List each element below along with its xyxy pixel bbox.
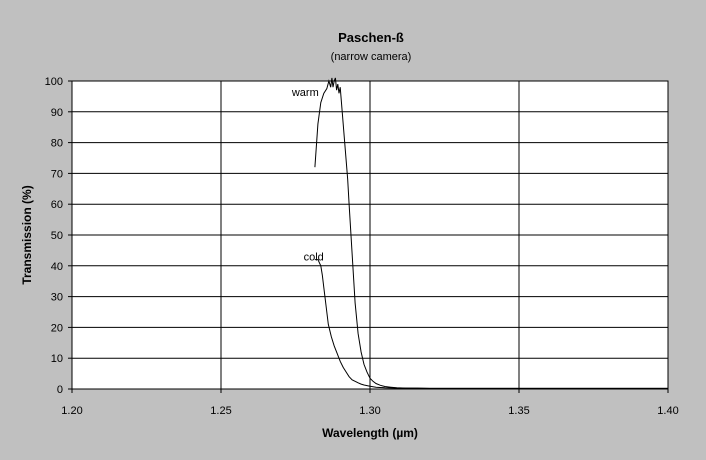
- x-tick-label: 1.35: [508, 405, 529, 417]
- tick-labels: 0 10 20 30 40 50 60 70 80 90 100 1.20 1.25 1.30 1.35 1.…: [45, 76, 679, 417]
- y-axis-title: Transmission (%): [20, 185, 34, 284]
- y-tick-label: 100: [45, 76, 63, 88]
- chart-title: Paschen-ß: [338, 30, 404, 45]
- x-tick-label: 1.40: [657, 405, 678, 417]
- chart-subtitle: (narrow camera): [331, 51, 412, 63]
- x-tick-label: 1.30: [359, 405, 380, 417]
- series-line-cold: [314, 259, 668, 389]
- x-tick-label: 1.20: [61, 405, 82, 417]
- y-tick-label: 40: [51, 261, 63, 273]
- y-tick-label: 80: [51, 138, 63, 150]
- grid-lines: [72, 81, 668, 389]
- y-tick-label: 90: [51, 107, 63, 119]
- series-label-cold: cold: [304, 252, 324, 264]
- y-tick-label: 10: [51, 353, 63, 365]
- x-axis-title: Wavelength (µm): [322, 426, 418, 440]
- x-tick-label: 1.25: [210, 405, 231, 417]
- series-labels: warm cold: [291, 87, 324, 264]
- y-tick-label: 70: [51, 168, 63, 180]
- y-tick-label: 20: [51, 322, 63, 334]
- y-tick-label: 0: [57, 384, 63, 396]
- y-tick-label: 60: [51, 199, 63, 211]
- y-tick-label: 50: [51, 230, 63, 242]
- series-lines: [314, 77, 668, 389]
- y-tick-label: 30: [51, 292, 63, 304]
- series-label-warm: warm: [291, 87, 319, 99]
